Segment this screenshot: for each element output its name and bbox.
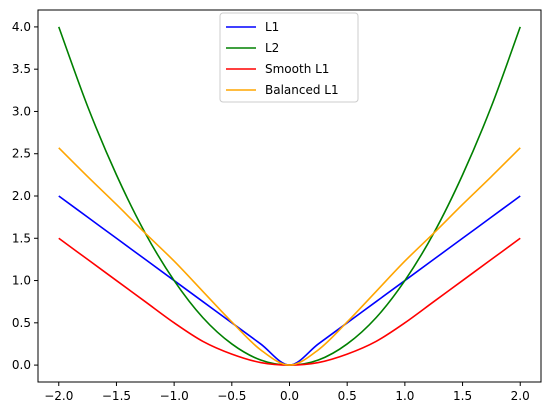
x-tick-label: 2.0: [511, 389, 530, 403]
x-tick-label: −2.0: [44, 389, 73, 403]
y-tick-label: 0.5: [12, 316, 31, 330]
x-tick-label: 0.5: [338, 389, 357, 403]
x-tick-label: 1.0: [395, 389, 414, 403]
y-tick-label: 1.5: [12, 231, 31, 245]
y-tick-label: 3.0: [12, 104, 31, 118]
y-tick-label: 1.0: [12, 274, 31, 288]
y-axis: 0.0 0.5 1.0 1.5 2.0 2.5 3.0 3.5 4.0: [12, 20, 38, 372]
y-tick-label: 0.0: [12, 358, 31, 372]
legend-box: [219, 12, 359, 103]
legend-label-balanced-l1: Balanced L1: [265, 83, 339, 97]
series-layer: [58, 26, 521, 366]
x-tick-label: −0.5: [217, 389, 246, 403]
y-tick-label: 4.0: [12, 20, 31, 34]
x-axis: −2.0 −1.5 −1.0 −0.5 0.0 0.5 1.0 1.5 2.0: [44, 382, 530, 403]
legend-label-l2: L2: [265, 41, 279, 55]
y-tick-label: 2.5: [12, 147, 31, 161]
legend: L1 L2 Smooth L1 Balanced L1: [219, 12, 359, 103]
legend-label-l1: L1: [265, 20, 279, 34]
x-tick-label: 0.0: [280, 389, 299, 403]
x-tick-label: 1.5: [453, 389, 472, 403]
y-tick-label: 2.0: [12, 189, 31, 203]
x-tick-label: −1.0: [160, 389, 189, 403]
series-line-balanced-l1: [58, 147, 521, 366]
legend-label-smooth-l1: Smooth L1: [265, 62, 329, 76]
x-tick-label: −1.5: [102, 389, 131, 403]
legend-entries: L1 L2 Smooth L1 Balanced L1: [226, 20, 339, 97]
y-tick-label: 3.5: [12, 62, 31, 76]
